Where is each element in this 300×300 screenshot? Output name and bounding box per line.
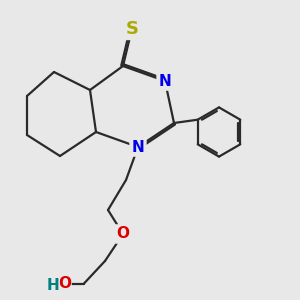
Text: H: H <box>46 278 59 293</box>
Text: O: O <box>116 226 130 242</box>
Text: N: N <box>132 140 144 154</box>
Text: N: N <box>159 74 171 88</box>
Text: S: S <box>125 20 139 38</box>
Text: O: O <box>58 276 71 291</box>
